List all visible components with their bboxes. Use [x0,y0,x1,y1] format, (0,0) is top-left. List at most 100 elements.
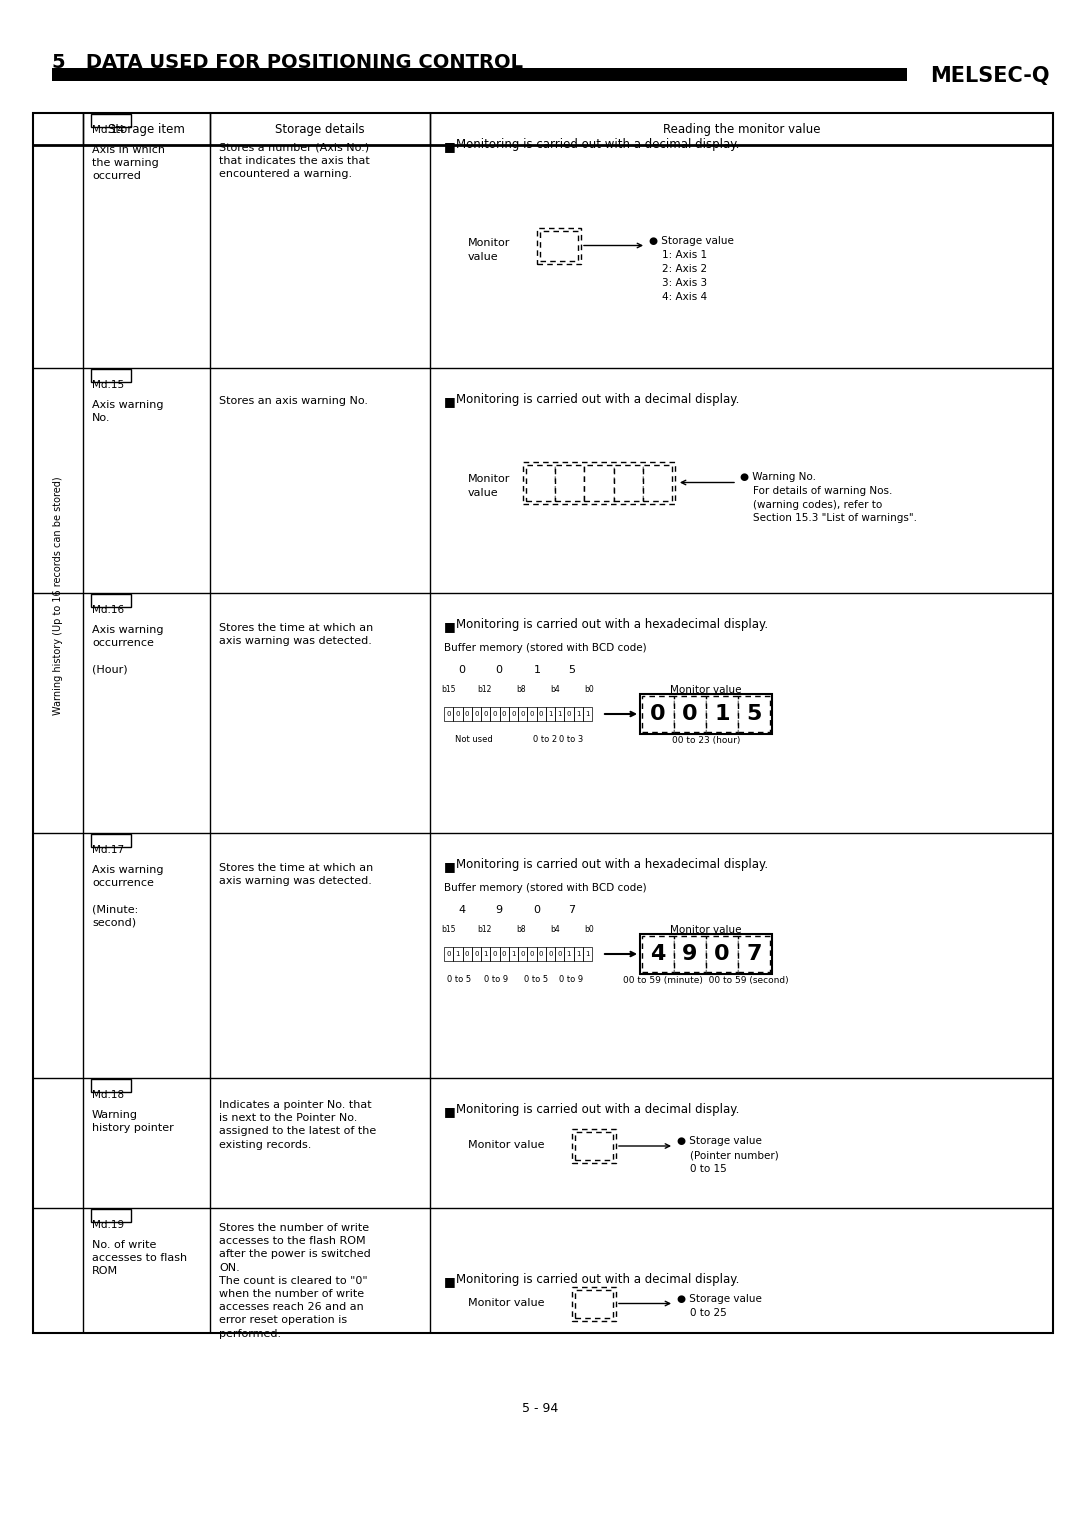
Text: Storage details: Storage details [275,122,365,136]
Bar [706,937,738,972]
Bar [472,947,481,961]
Text: 5   DATA USED FOR POSITIONING CONTROL: 5 DATA USED FOR POSITIONING CONTROL [52,53,523,72]
Text: ● Storage value
    (Pointer number)
    0 to 15: ● Storage value (Pointer number) 0 to 15 [677,1135,779,1174]
Text: Stores an axis warning No.: Stores an axis warning No. [219,396,368,406]
Text: Monitor value: Monitor value [671,685,742,695]
Bar [527,707,537,721]
Text: b0: b0 [584,924,594,934]
Bar [640,934,772,973]
Bar [674,937,706,972]
Bar [499,707,509,721]
Bar [499,947,509,961]
Text: 0: 0 [539,950,543,957]
Text: ■: ■ [444,141,456,153]
Text: 0: 0 [446,711,450,717]
Text: Md.14: Md.14 [92,125,124,134]
Bar [540,231,578,260]
Bar [462,707,472,721]
Bar [91,368,131,382]
Text: Monitor
value: Monitor value [468,238,511,261]
Text: Buffer memory (stored with BCD code): Buffer memory (stored with BCD code) [444,883,647,892]
Bar [509,947,518,961]
Text: 0: 0 [492,950,497,957]
Text: Monitoring is carried out with a decimal display.: Monitoring is carried out with a decimal… [456,1273,740,1287]
Text: 1: 1 [557,711,562,717]
Bar [537,707,545,721]
Text: b8: b8 [516,685,526,694]
Bar [573,947,583,961]
Text: Monitor value: Monitor value [671,924,742,935]
Text: 0: 0 [446,950,450,957]
Bar [575,1290,613,1317]
Bar [52,69,907,81]
Text: 1: 1 [456,950,460,957]
Bar [91,594,131,607]
Text: Warning history (Up to 16 records can be stored): Warning history (Up to 16 records can be… [53,477,63,715]
Text: Stores the time at which an
axis warning was detected.: Stores the time at which an axis warning… [219,623,374,646]
Text: ● Storage value
    0 to 25: ● Storage value 0 to 25 [677,1294,761,1317]
Text: 0: 0 [474,711,478,717]
Text: Monitor
value: Monitor value [468,475,511,498]
Text: 1: 1 [585,950,590,957]
Text: Axis warning
No.: Axis warning No. [92,400,163,423]
Bar [555,707,564,721]
Bar [613,465,643,501]
Text: Reading the monitor value: Reading the monitor value [663,122,820,136]
Text: 4: 4 [650,944,665,964]
Text: 1: 1 [585,711,590,717]
Text: 0: 0 [539,711,543,717]
Text: b4: b4 [550,685,559,694]
Text: 0: 0 [496,665,502,675]
Text: No. of write
accesses to flash
ROM: No. of write accesses to flash ROM [92,1241,187,1276]
Text: 0 to 5: 0 to 5 [447,975,471,984]
Bar [523,461,675,504]
Bar [674,695,706,732]
Text: 0: 0 [521,950,525,957]
Text: 0 to 5: 0 to 5 [524,975,548,984]
Bar [509,707,518,721]
Bar [91,834,131,847]
Bar [481,947,490,961]
Bar [583,707,592,721]
Text: Md.19: Md.19 [92,1219,124,1230]
Text: 5 - 94: 5 - 94 [522,1401,558,1415]
Text: 7: 7 [746,944,761,964]
Bar [472,707,481,721]
Text: 5: 5 [746,704,761,724]
Text: 0: 0 [549,950,553,957]
Text: ● Storage value
    1: Axis 1
    2: Axis 2
    3: Axis 3
    4: Axis 4: ● Storage value 1: Axis 1 2: Axis 2 3: A… [649,235,734,301]
Text: 0: 0 [458,665,465,675]
Text: Not used: Not used [455,735,492,744]
Text: 0: 0 [484,711,488,717]
Text: 5: 5 [568,665,575,675]
Text: Md.15: Md.15 [92,380,124,390]
Bar [518,707,527,721]
Text: 0: 0 [521,711,525,717]
Text: Indicates a pointer No. that
is next to the Pointer No.
assigned to the latest o: Indicates a pointer No. that is next to … [219,1100,376,1149]
Text: b12: b12 [476,924,491,934]
Bar [564,947,573,961]
Text: 1: 1 [576,950,580,957]
Text: Md.16: Md.16 [92,605,124,614]
Text: 4: 4 [458,905,465,915]
Bar [564,707,573,721]
Text: 00 to 59 (minute)  00 to 59 (second): 00 to 59 (minute) 00 to 59 (second) [623,976,788,986]
Bar [490,707,499,721]
Text: 1: 1 [714,704,730,724]
Text: 0: 0 [502,711,507,717]
Bar [572,1129,616,1163]
Bar [537,228,581,263]
Text: Axis warning
occurrence

(Hour): Axis warning occurrence (Hour) [92,625,163,674]
Bar [545,707,555,721]
Bar [91,1209,131,1222]
Bar [91,1079,131,1093]
Text: Monitoring is carried out with a decimal display.: Monitoring is carried out with a decimal… [456,138,740,151]
Text: 0: 0 [534,905,541,915]
Text: 7: 7 [568,905,575,915]
Bar [738,937,770,972]
Text: Monitor value: Monitor value [468,1299,544,1308]
Text: 0: 0 [683,704,698,724]
Text: 1: 1 [511,950,515,957]
Text: 0 to 3: 0 to 3 [559,735,583,744]
Text: Monitoring is carried out with a hexadecimal display.: Monitoring is carried out with a hexadec… [456,859,768,871]
